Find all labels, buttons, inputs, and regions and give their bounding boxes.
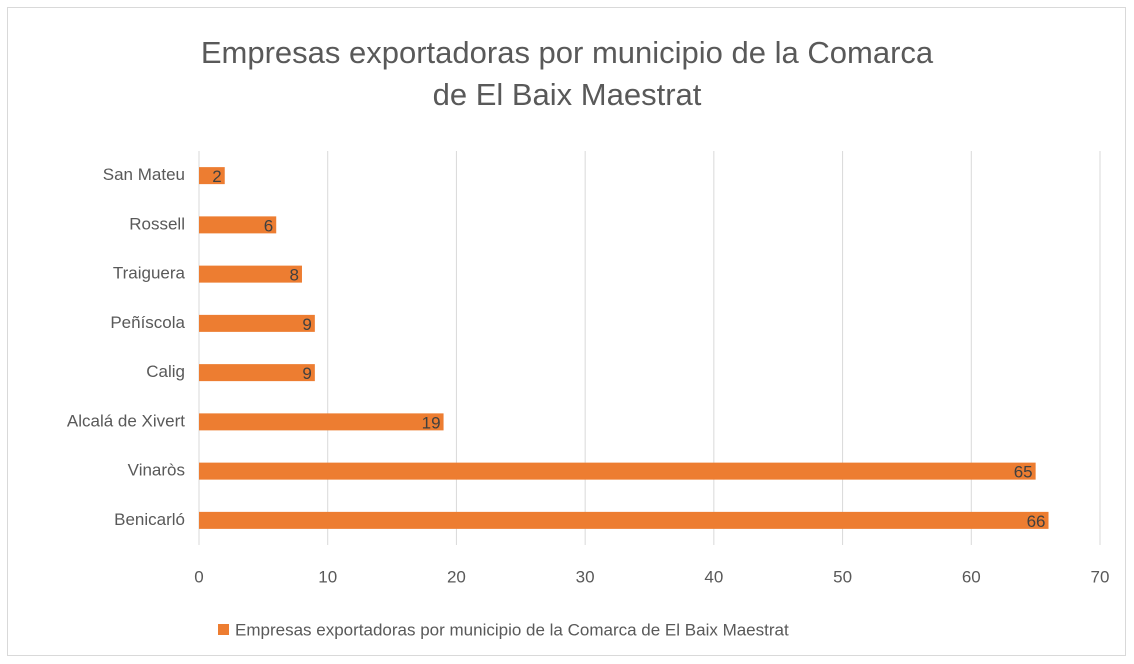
x-tick-label: 60 [962,567,981,586]
y-tick-label: Benicarló [114,510,185,529]
data-label: 66 [1027,512,1046,531]
bar [199,167,225,185]
bar [199,462,1036,480]
y-tick-label: Peñíscola [110,313,185,332]
y-tick-label: Alcalá de Xivert [67,411,185,430]
x-tick-label: 30 [576,567,595,586]
y-tick-label: Traiguera [113,264,186,283]
y-tick-label: San Mateu [103,165,185,184]
y-tick-label: Vinaròs [128,461,185,480]
bar [199,511,1049,529]
x-tick-label: 20 [447,567,466,586]
data-label: 2 [212,167,221,186]
data-label: 19 [422,413,441,432]
chart-title: Empresas exportadoras por municipio de l… [200,35,934,112]
bar [199,413,444,431]
y-tick-label: Calig [146,362,185,381]
data-label: 9 [302,315,311,334]
data-label: 65 [1014,463,1033,482]
data-label: 9 [302,364,311,383]
x-tick-label: 0 [194,567,203,586]
bar [199,265,302,283]
data-label: 6 [264,216,273,235]
legend-swatch [218,624,229,635]
x-tick-label: 40 [704,567,723,586]
bar [199,364,315,382]
y-tick-label: Rossell [129,214,185,233]
bar [199,216,277,234]
x-tick-label: 50 [833,567,852,586]
data-label: 8 [290,266,299,285]
chart-border [7,7,1126,656]
x-tick-label: 10 [318,567,337,586]
legend-label: Empresas exportadoras por municipio de l… [235,620,789,639]
x-tick-label: 70 [1091,567,1110,586]
bar [199,314,315,332]
